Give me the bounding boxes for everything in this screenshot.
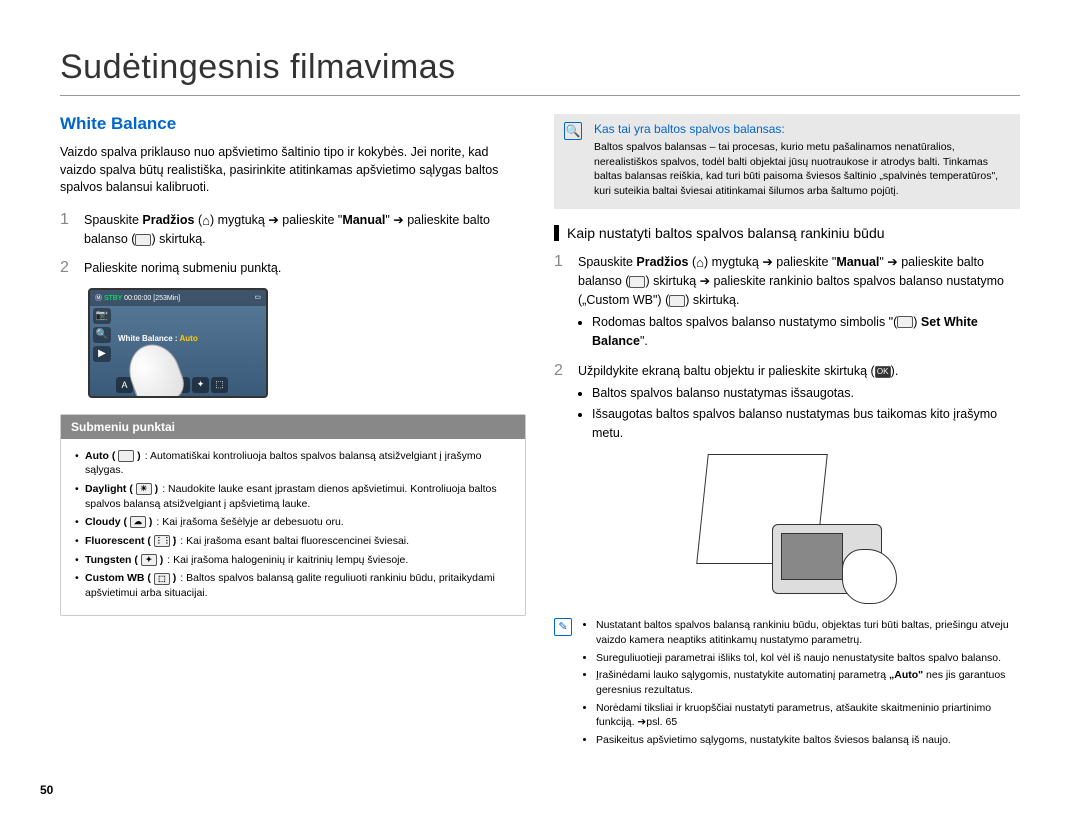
note-item: Įrašinėdami lauko sąlygomis, nustatykite…	[596, 668, 1020, 697]
submenu-item: •Custom WB ( ⬚ ): Baltos spalvos balansą…	[75, 571, 511, 600]
step-number: 2	[554, 362, 568, 444]
step-number: 1	[60, 211, 74, 249]
left-column: White Balance Vaizdo spalva priklauso nu…	[60, 114, 526, 751]
notes-box: ✎ Nustatant baltos spalvos balansą ranki…	[554, 618, 1020, 751]
right-step-2: 2 Užpildykite ekraną baltu objektu ir pa…	[554, 362, 1020, 444]
step-number: 1	[554, 253, 568, 353]
manual-wb-heading: Kaip nustatyti baltos spalvos balansą ra…	[554, 225, 1020, 241]
intro-text: Vaizdo spalva priklauso nuo apšvietimo š…	[60, 144, 526, 197]
page-number: 50	[40, 783, 53, 797]
wb-value: Auto	[180, 334, 198, 343]
t: ) skirtuką.	[151, 232, 205, 246]
wb-text: White Balance :	[118, 334, 180, 343]
note-item: Pasikeitus apšvietimo sąlygoms, nustatyk…	[596, 733, 1020, 748]
step-text: Palieskite norimą submeniu punktą.	[84, 259, 526, 278]
remain-label: [253Min]	[153, 295, 180, 302]
wb-option-icon: ⬚	[211, 377, 228, 393]
t: ) mygtuką ➔ palieskite "	[210, 213, 342, 227]
t: )	[913, 315, 921, 329]
t: Pradžios	[142, 213, 194, 227]
set-wb-symbol-icon	[897, 316, 913, 328]
magnify-icon: 🔍	[564, 122, 582, 140]
submenu-box: Submeniu punktai •Auto ( ): Automatiškai…	[60, 414, 526, 616]
info-body: Baltos spalvos balansas – tai procesas, …	[594, 140, 1008, 199]
info-title: Kas tai yra baltos spalvos balansas:	[594, 122, 1008, 136]
t: ) skirtuką.	[685, 293, 739, 307]
time-label: 00:00:00	[124, 295, 151, 302]
stby-label: STBY	[104, 295, 122, 302]
page-title: Sudėtingesnis filmavimas	[60, 48, 1020, 96]
t: (	[194, 213, 202, 227]
t: Pradžios	[636, 255, 688, 269]
right-step-1: 1 Spauskite Pradžios (⌂) mygtuką ➔ palie…	[554, 253, 1020, 353]
home-icon: ⌂	[202, 211, 210, 231]
wb-tab-icon	[135, 234, 151, 246]
bullet: Išsaugotas baltos spalvos balanso nustat…	[592, 405, 1020, 443]
wb-option-icon: ✦	[192, 377, 209, 393]
side-icon: ▶	[93, 346, 111, 362]
right-column: 🔍 Kas tai yra baltos spalvos balansas: B…	[554, 114, 1020, 751]
pencil-icon: ✎	[554, 618, 572, 636]
submenu-item: •Fluorescent ( ⋮⋮⋮ ): Kai įrašoma esant …	[75, 534, 511, 549]
submenu-header: Submeniu punktai	[61, 415, 525, 439]
t: ) mygtuką ➔ palieskite "	[704, 255, 836, 269]
note-item: Nustatant baltos spalvos balansą rankini…	[596, 618, 1020, 647]
side-icon: 🔍	[93, 327, 111, 343]
t: Manual	[836, 255, 879, 269]
note-item: Norėdami tiksliai ir kruopščiai nustatyt…	[596, 701, 1020, 730]
t: (	[688, 255, 696, 269]
t: Rodomas baltos spalvos balanso nustatymo…	[592, 315, 897, 329]
side-icon: 📷	[93, 308, 111, 324]
camera-screenshot: Ⓜ STBY 00:00:00 [253Min] ▭ 📷 🔍 ▶ White B…	[88, 288, 268, 398]
left-step-2: 2 Palieskite norimą submeniu punktą.	[60, 259, 526, 278]
t: Spauskite	[578, 255, 636, 269]
t: Spauskite	[84, 213, 142, 227]
wb-tab-icon	[629, 276, 645, 288]
bullet: Baltos spalvos balanso nustatymas išsaug…	[592, 384, 1020, 403]
submenu-item: •Tungsten ( ✦ ): Kai įrašoma halogeninių…	[75, 553, 511, 568]
left-step-1: 1 Spauskite Pradžios (⌂) mygtuką ➔ palie…	[60, 211, 526, 249]
white-balance-heading: White Balance	[60, 114, 526, 134]
home-icon: ⌂	[696, 253, 704, 273]
submenu-item: •Cloudy ( ☁ ): Kai įrašoma šešėlyje ar d…	[75, 515, 511, 530]
t: Manual	[342, 213, 385, 227]
submenu-item: •Auto ( ): Automatiškai kontroliuoja bal…	[75, 449, 511, 478]
t: Užpildykite ekraną baltu objektu ir pali…	[578, 364, 875, 378]
submenu-item: •Daylight ( ☀ ): Naudokite lauke esant į…	[75, 482, 511, 511]
step-number: 2	[60, 259, 74, 278]
custom-wb-icon	[669, 295, 685, 307]
t: ".	[640, 334, 648, 348]
ok-icon: OK	[875, 366, 891, 378]
info-box: 🔍 Kas tai yra baltos spalvos balansas: B…	[554, 114, 1020, 209]
t: ).	[891, 364, 899, 378]
camera-illustration	[672, 454, 902, 604]
note-item: Sureguliuotieji parametrai išliks tol, k…	[596, 651, 1020, 666]
bullet: Rodomas baltos spalvos balanso nustatymo…	[592, 313, 1020, 351]
